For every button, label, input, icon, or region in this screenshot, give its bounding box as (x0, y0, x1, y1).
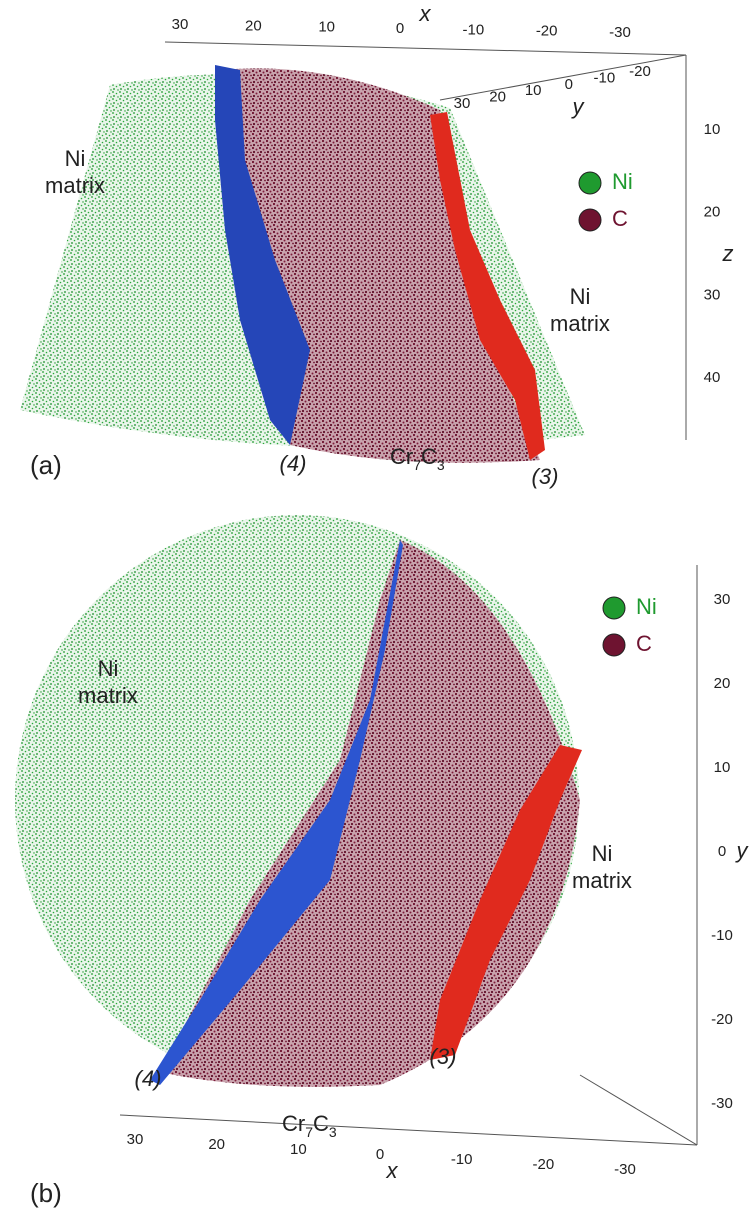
legend-swatch (602, 633, 626, 657)
interface-3 (430, 112, 545, 460)
interface-label: (3) (532, 464, 559, 489)
z-tick-label: 30 (704, 286, 721, 303)
interface-label: (4) (280, 451, 307, 476)
x-axis (119, 1114, 698, 1146)
x-axis-label: x (419, 1, 432, 26)
z-tick-label: 10 (704, 121, 721, 138)
phase-label: Ni (98, 656, 119, 681)
interface-3 (430, 745, 582, 1060)
x-tick-label: -10 (451, 1151, 473, 1168)
panel-label: (a) (30, 450, 62, 480)
interface-label: (4) (135, 1066, 162, 1091)
phase-label: matrix (78, 683, 138, 708)
y-tick-label: 30 (454, 95, 471, 112)
panel-label: (b) (30, 1178, 62, 1208)
legend-label: C (636, 631, 652, 656)
y-tick-label: 0 (565, 76, 573, 93)
interface-4 (215, 65, 310, 445)
formula-part: 7 (413, 457, 421, 473)
legend-swatch (602, 596, 626, 620)
y-tick-label: -20 (629, 63, 651, 80)
legend-swatch (578, 208, 602, 232)
legend-label: Ni (636, 594, 657, 619)
x-tick-label: -30 (609, 24, 631, 41)
formula-part: Cr (282, 1111, 305, 1136)
y-tick-label: 20 (489, 89, 506, 106)
formula-part: C (421, 444, 437, 469)
y-tick-label: 0 (718, 843, 726, 860)
z-tick-label: 20 (704, 204, 721, 221)
x-tick-label: 20 (245, 17, 262, 34)
phase-label: matrix (550, 311, 610, 336)
z-tick-label: 40 (704, 369, 721, 386)
x-axis (164, 41, 687, 56)
legend-label: Ni (612, 169, 633, 194)
y-tick-label: 20 (714, 675, 731, 692)
phase-label: Ni (65, 146, 86, 171)
phase-label: matrix (572, 868, 632, 893)
y-axis-label: y (735, 838, 750, 863)
x-tick-label: 0 (396, 20, 404, 37)
legend-swatch (578, 171, 602, 195)
y-tick-label: -10 (594, 69, 616, 86)
phase-label: Ni (570, 284, 591, 309)
formula-part: 3 (437, 457, 445, 473)
z-axis-label: z (722, 241, 734, 266)
formula-part: 3 (329, 1124, 337, 1140)
z-axis (579, 1074, 698, 1146)
formula-part: C (313, 1111, 329, 1136)
y-tick-label: -10 (711, 927, 733, 944)
x-tick-label: 10 (318, 19, 335, 36)
x-tick-label: -20 (536, 23, 558, 40)
legend-label: C (612, 206, 628, 231)
x-tick-label: -30 (614, 1161, 636, 1178)
x-tick-label: -20 (532, 1156, 554, 1173)
x-tick-label: -10 (462, 21, 484, 38)
y-tick-label: 10 (714, 759, 731, 776)
carbide-label: Cr7C3 (282, 1111, 337, 1140)
x-tick-label: 30 (172, 16, 189, 33)
y-tick-label: -30 (711, 1095, 733, 1112)
x-axis-label: x (386, 1158, 399, 1183)
x-tick-label: 30 (127, 1131, 144, 1148)
formula-part: Cr (390, 444, 413, 469)
phase-label: matrix (45, 173, 105, 198)
carbide-label: Cr7C3 (390, 444, 445, 473)
y-axis (439, 54, 687, 101)
phase-label: Ni (592, 841, 613, 866)
x-tick-label: 0 (376, 1146, 384, 1163)
x-tick-label: 20 (208, 1136, 225, 1153)
x-tick-label: 10 (290, 1141, 307, 1158)
formula-part: 7 (305, 1124, 313, 1140)
interface-label: (3) (430, 1044, 457, 1069)
y-tick-label: 30 (714, 591, 731, 608)
y-tick-label: -20 (711, 1011, 733, 1028)
y-tick-label: 10 (525, 82, 542, 99)
y-axis-label: y (571, 94, 586, 119)
